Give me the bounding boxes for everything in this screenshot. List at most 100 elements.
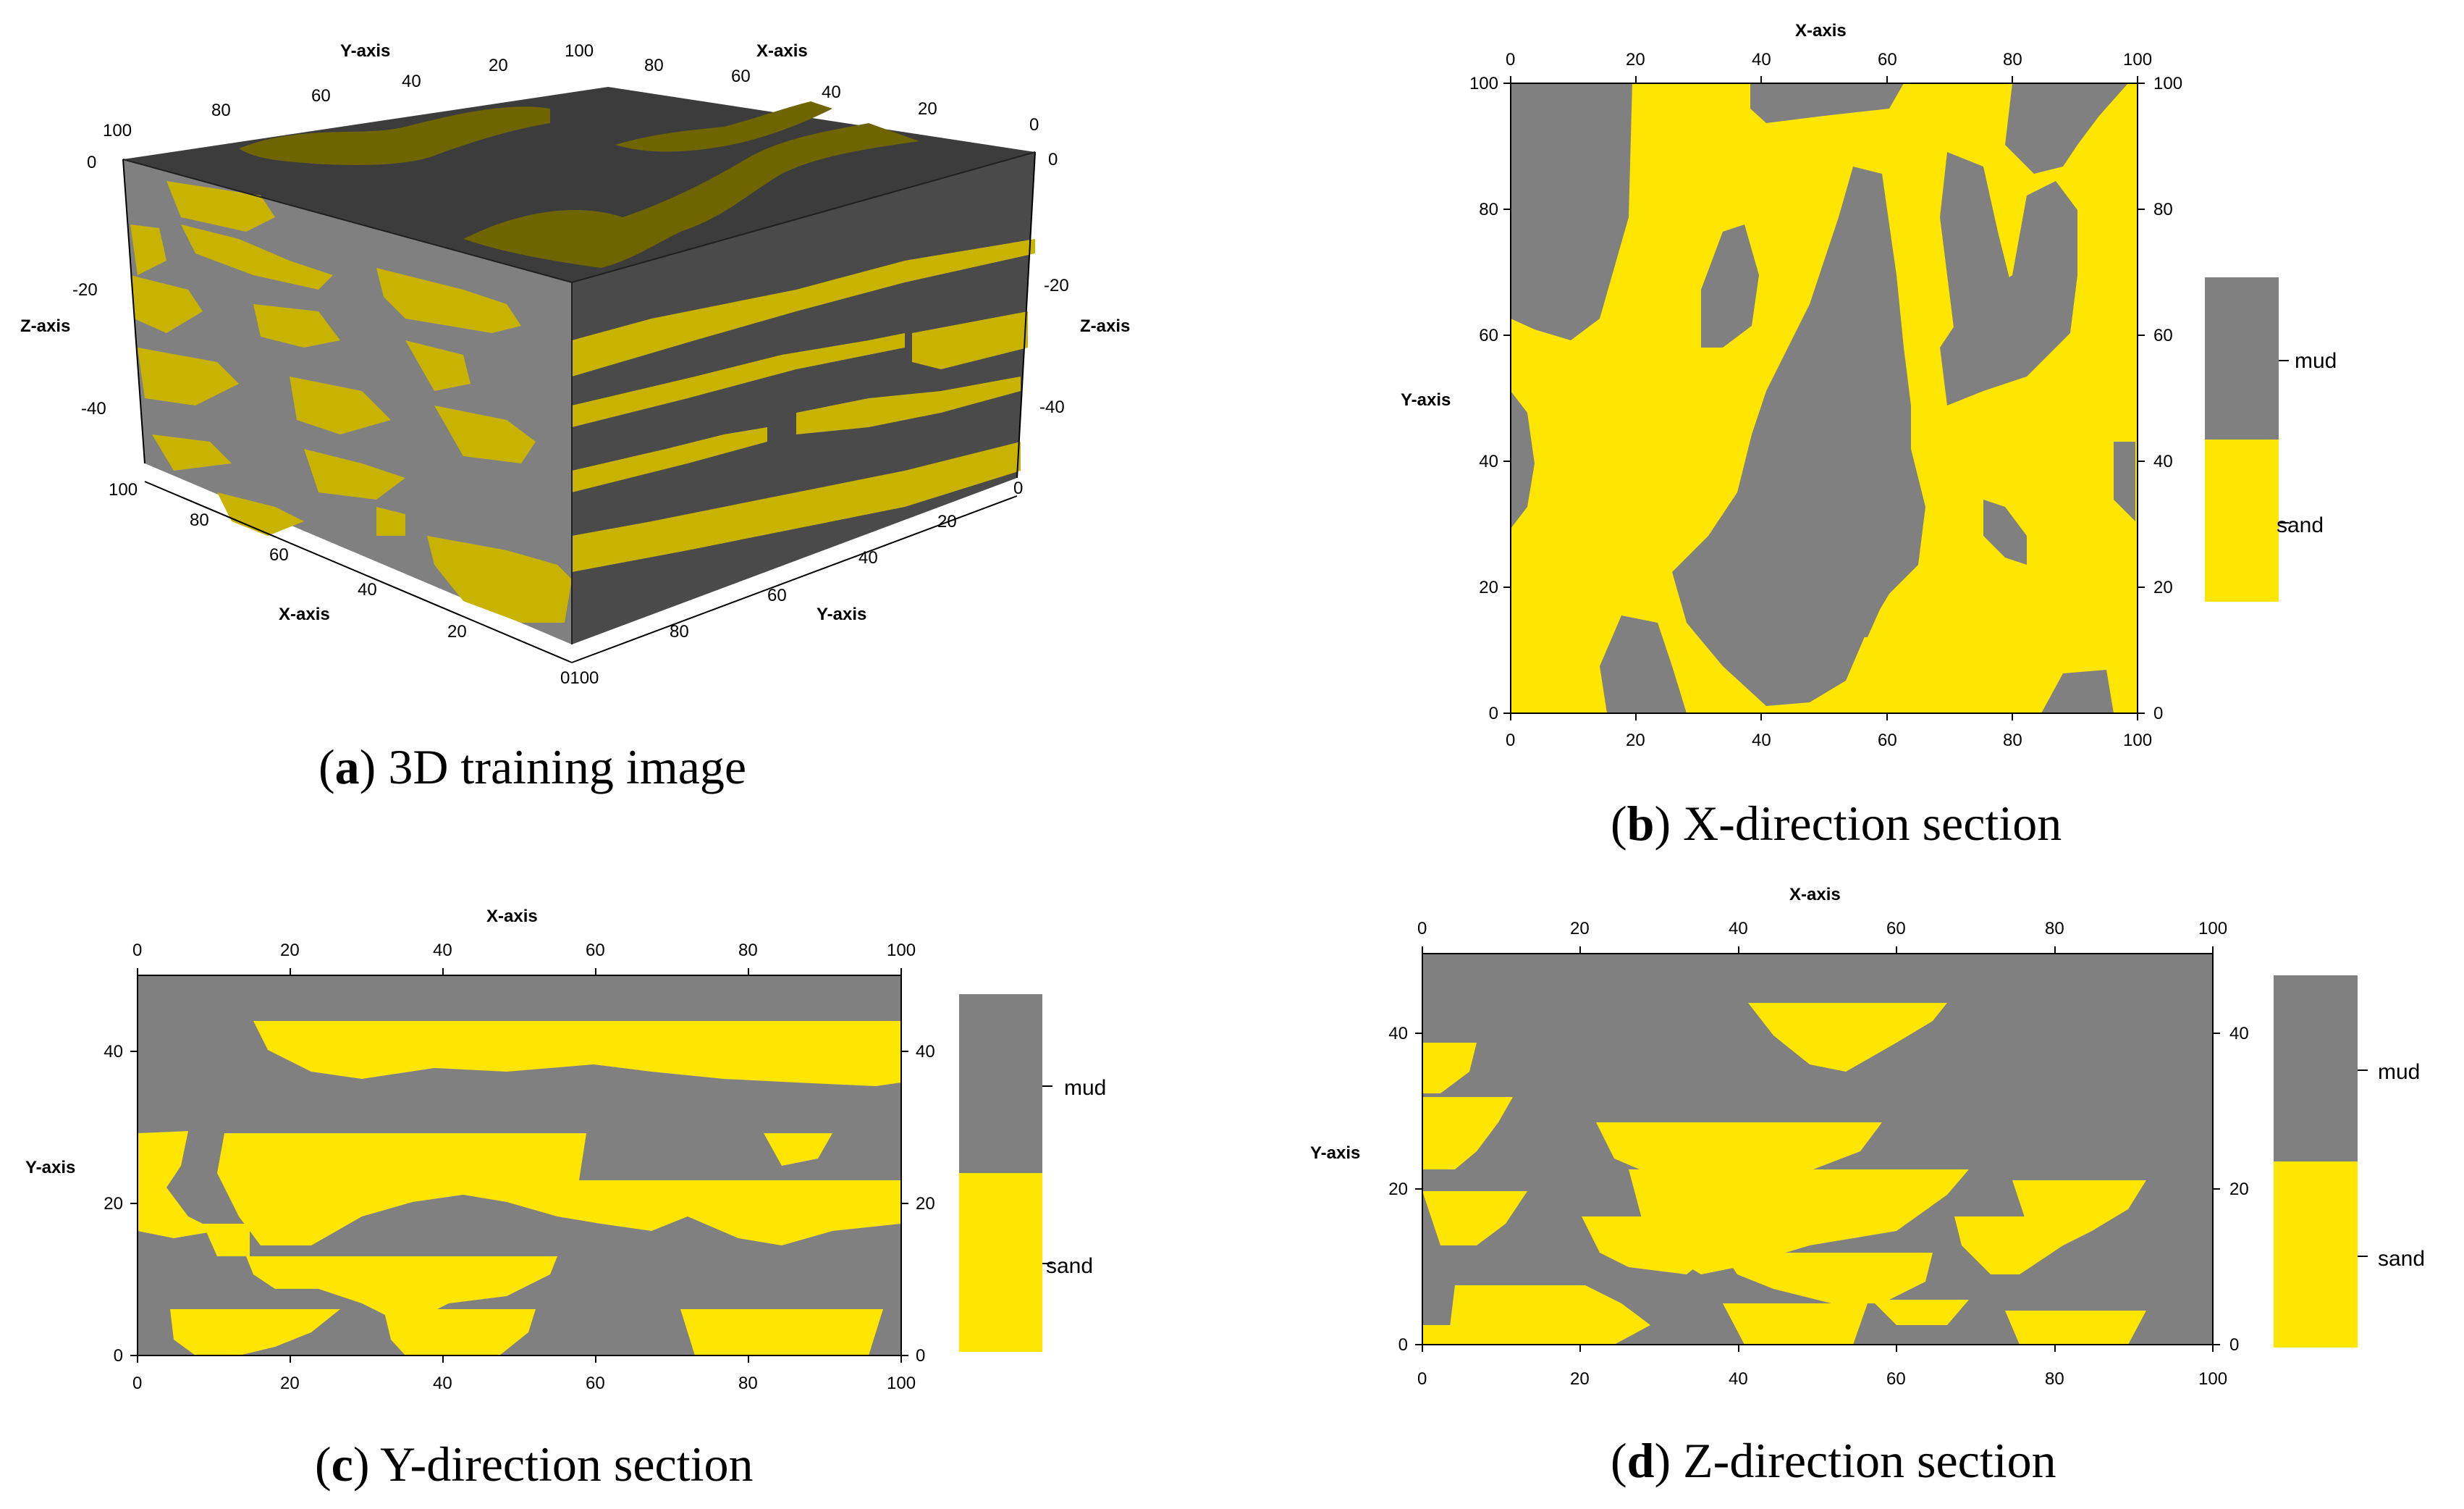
section-c-ytick-right: 0 — [916, 1346, 925, 1366]
section-b-ytick-right: 80 — [2153, 200, 2173, 219]
section-c-xtick-bottom: 100 — [887, 1374, 916, 1393]
top-x-tick: 20 — [918, 99, 937, 119]
section-b-xtick-top: 100 — [2123, 50, 2152, 70]
section-c-xtick-bottom: 60 — [586, 1374, 605, 1393]
section-d-xtick-bottom: 100 — [2198, 1369, 2227, 1389]
bottom-x-tick: 100 — [109, 480, 138, 500]
section-b-frame — [1510, 83, 2138, 714]
legend-b-mud-label: mud — [2295, 349, 2337, 373]
z-tick-left: 0 — [87, 153, 96, 172]
section-b-ytick-right: 40 — [2153, 452, 2173, 471]
caption-d: (d) Z-direction section — [1611, 1433, 2056, 1488]
section-c-ytick-left: 0 — [114, 1346, 123, 1366]
bottom-x-tick: 60 — [269, 545, 289, 565]
bottom-y-tick: 40 — [858, 548, 878, 568]
section-d-ytick-right: 20 — [2229, 1180, 2249, 1199]
legend-c-mud-label: mud — [1064, 1076, 1106, 1100]
section-b-ticks — [1503, 76, 2145, 720]
bottom-x-tick: 0100 — [560, 668, 599, 688]
top-y-tick: 60 — [311, 86, 331, 106]
section-d-sand — [1422, 1003, 2146, 1345]
right-face-sand — [572, 239, 1035, 572]
legend-c-sand-label: sand — [1046, 1254, 1093, 1278]
section-c-xtick-bottom: 40 — [433, 1374, 452, 1393]
section-c-xtick-bottom: 0 — [132, 1374, 142, 1393]
legend-b-sand-swatch — [2205, 440, 2279, 602]
section-c-xlabel: X-axis — [486, 907, 538, 926]
section-b-mud — [1511, 83, 2135, 713]
section-c-xtick-bottom: 80 — [738, 1374, 758, 1393]
top-x-tick: 40 — [822, 83, 841, 102]
section-b-ytick-right: 0 — [2153, 704, 2163, 723]
z-axis-label-left: Z-axis — [20, 316, 70, 336]
top-y-axis-label: Y-axis — [340, 41, 390, 61]
section-c-xtick-bottom: 20 — [280, 1374, 300, 1393]
bottom-x-tick: 20 — [447, 622, 467, 642]
z-tick-left: -20 — [72, 280, 98, 300]
section-b-ytick-right: 20 — [2153, 578, 2173, 597]
legend-c-mud-swatch — [959, 994, 1042, 1173]
section-d-ytick-right: 40 — [2229, 1024, 2249, 1043]
section-c-ytick-right: 20 — [916, 1194, 935, 1214]
section-b-xtick-top: 40 — [1752, 50, 1771, 70]
section-d-frame — [1422, 953, 2214, 1345]
section-b-xtick-bottom: 60 — [1878, 731, 1897, 750]
section-c-sand — [138, 1021, 901, 1355]
top-sand-body — [463, 123, 919, 268]
section-c-ytick-right: 40 — [916, 1042, 935, 1062]
panel-c: X-axis Y-axis 0 20 40 60 80 100 0 20 40 … — [25, 907, 1106, 1492]
bottom-x-tick: 80 — [190, 510, 209, 530]
section-d-xtick-top: 100 — [2198, 919, 2227, 938]
section-c-ytick-left: 40 — [104, 1042, 123, 1062]
top-y-tick: 100 — [103, 121, 132, 140]
section-b-ytick-right: 60 — [2153, 326, 2173, 345]
section-b-xtick-top: 20 — [1626, 50, 1645, 70]
section-b-xtick-top: 80 — [2003, 50, 2022, 70]
section-b-xtick-top: 60 — [1878, 50, 1897, 70]
caption-b: (b) X-direction section — [1611, 796, 2062, 851]
section-c-ticks — [130, 968, 908, 1363]
section-c-xtick-top: 100 — [887, 941, 916, 960]
section-b-xtick-bottom: 80 — [2003, 731, 2022, 750]
top-x-tick: 60 — [731, 67, 751, 86]
section-d-xtick-bottom: 20 — [1570, 1369, 1590, 1389]
section-d-xtick-top: 20 — [1570, 919, 1590, 938]
z-axis-label-right: Z-axis — [1080, 316, 1130, 336]
top-sand-body — [239, 106, 550, 165]
legend-d-sand-label: sand — [2378, 1247, 2425, 1271]
section-c-xtick-top: 20 — [280, 941, 300, 960]
panel-d: X-axis Y-axis 0 20 40 60 80 100 0 20 40 … — [1310, 885, 2425, 1488]
top-y-tick: 40 — [402, 72, 421, 91]
top-sand-body — [615, 101, 832, 152]
section-c-xtick-top: 40 — [433, 941, 452, 960]
bottom-x-axis-label: X-axis — [279, 605, 330, 624]
section-b-xlabel: X-axis — [1795, 21, 1847, 41]
z-tick-right: -20 — [1044, 276, 1069, 295]
section-d-ytick-left: 40 — [1388, 1024, 1408, 1043]
section-b-xtick-bottom: 100 — [2123, 731, 2152, 750]
panel-a: 100 80 60 40 20 100 Y-axis 80 60 40 20 0… — [20, 41, 1130, 794]
section-d-xtick-bottom: 40 — [1729, 1369, 1748, 1389]
section-b-ytick-left: 20 — [1479, 578, 1498, 597]
top-x-axis-label: X-axis — [756, 41, 808, 61]
section-b-xtick-top: 0 — [1506, 50, 1515, 70]
section-c-xtick-top: 0 — [132, 941, 142, 960]
bottom-y-tick: 80 — [670, 622, 689, 642]
section-b-ytick-left: 100 — [1469, 74, 1498, 93]
legend-b-sand-label: sand — [2277, 513, 2324, 537]
legend-b-mud-swatch — [2205, 277, 2279, 440]
section-d-xtick-bottom: 0 — [1417, 1369, 1427, 1389]
section-d-xtick-bottom: 60 — [1886, 1369, 1906, 1389]
section-d-xlabel: X-axis — [1789, 885, 1841, 904]
section-b-xtick-bottom: 20 — [1626, 731, 1645, 750]
section-b-ytick-left: 80 — [1479, 200, 1498, 219]
caption-c: (c) Y-direction section — [315, 1437, 754, 1492]
section-d-ytick-left: 0 — [1398, 1335, 1408, 1355]
section-d-xtick-top: 40 — [1729, 919, 1748, 938]
section-b-xtick-bottom: 40 — [1752, 731, 1771, 750]
legend-d-mud-swatch — [2274, 975, 2358, 1161]
section-d-ylabel: Y-axis — [1310, 1143, 1360, 1163]
section-d-ytick-left: 20 — [1388, 1180, 1408, 1199]
section-d-ticks — [1415, 946, 2220, 1352]
section-d-xtick-bottom: 80 — [2045, 1369, 2064, 1389]
